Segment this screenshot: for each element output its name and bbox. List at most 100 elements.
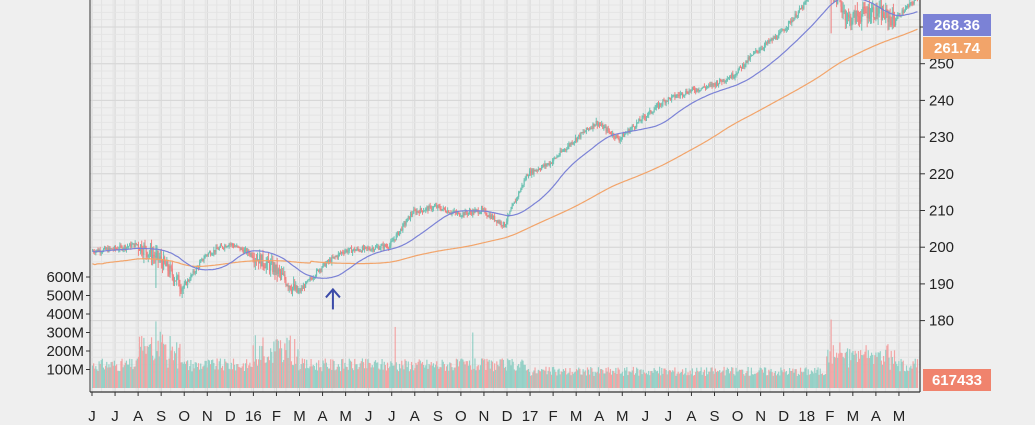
candle-body (464, 210, 466, 216)
volume-bar (449, 362, 451, 388)
candle-body (546, 164, 548, 166)
candle-body (475, 209, 477, 211)
volume-bar (101, 358, 103, 388)
volume-bar (910, 365, 912, 388)
candle-body (489, 214, 491, 219)
volume-bar (486, 358, 488, 388)
volume-bar (893, 350, 896, 388)
grid (89, 0, 920, 392)
volume-bar (119, 371, 121, 388)
candle-body (772, 37, 774, 41)
volume-last-value-box (923, 369, 991, 391)
candle-body (730, 77, 732, 79)
volume-bar (511, 358, 513, 388)
volume-bar (331, 369, 333, 388)
candle-body (280, 272, 283, 275)
candle-body (535, 170, 537, 172)
volume-bar (327, 368, 330, 388)
volume-bar (645, 372, 648, 388)
candle-body (677, 94, 679, 96)
candle-body (301, 288, 303, 290)
candle-body (843, 10, 845, 12)
candle-body (136, 244, 138, 246)
volume-bar (393, 365, 395, 388)
volume-bar (598, 373, 601, 388)
candle-body (465, 210, 467, 214)
candle-body (398, 231, 401, 236)
candle-body (351, 250, 354, 253)
volume-bar (351, 368, 354, 388)
volume-bar (170, 350, 172, 388)
volume-bar (642, 369, 644, 388)
candle-body (371, 248, 373, 250)
candle-body (204, 255, 206, 259)
candle-body (96, 249, 98, 251)
candle-body (702, 86, 704, 88)
candle-body (291, 287, 294, 292)
ma-short-last-value: 268.36 (934, 17, 980, 34)
volume-bar (412, 365, 414, 388)
volume-bar (828, 362, 830, 388)
candle-body (539, 169, 542, 171)
candle-body (769, 40, 771, 43)
candle-body (842, 10, 844, 13)
volume-bar (734, 375, 736, 388)
candle-body (616, 135, 618, 137)
volume-bar (284, 343, 286, 388)
candle-body (430, 206, 432, 210)
candle-body (573, 141, 575, 143)
volume-bar (374, 360, 377, 388)
candle-body (901, 10, 903, 16)
volume-bar (594, 371, 596, 388)
candle-body (447, 210, 449, 213)
volume-bar (172, 360, 174, 388)
candle-body (178, 275, 180, 287)
candle-body (181, 288, 183, 292)
volume-bar (867, 350, 869, 388)
candle-body (719, 79, 721, 84)
volume-bar (435, 364, 437, 388)
volume-bar (654, 369, 656, 388)
candle-body (237, 245, 239, 247)
volume-bar (759, 367, 761, 388)
candle-body (416, 211, 418, 214)
candle-body (840, 0, 842, 7)
candle-body (913, 0, 915, 4)
candle-body (170, 266, 172, 269)
candle-body (617, 136, 619, 139)
volume-bar (614, 372, 616, 388)
candle-body (330, 259, 332, 263)
candle-body (732, 73, 734, 78)
volume-bar (855, 353, 857, 388)
candle-body (480, 207, 483, 213)
candle-body (852, 13, 854, 22)
volume-bar (439, 366, 441, 388)
volume-bar (263, 356, 265, 388)
candle-body (494, 215, 496, 221)
candle-body (873, 7, 875, 18)
volume-bar (539, 371, 542, 388)
candle-body (778, 33, 780, 39)
volume-bar (302, 363, 305, 388)
candle-body (329, 259, 331, 262)
candle-body (692, 87, 695, 89)
candle-body (737, 69, 739, 74)
candle-body (562, 150, 565, 152)
x-tick-label: A (318, 408, 328, 425)
candle-body (332, 257, 334, 259)
candle-body (621, 133, 624, 138)
candle-body (622, 133, 625, 137)
candle-body (462, 212, 464, 216)
volume-bar (107, 367, 109, 388)
candle-body (690, 89, 692, 92)
candle-body (782, 29, 784, 31)
volume-bar (784, 372, 786, 388)
volume-bar (809, 373, 811, 388)
volume-bar (232, 358, 235, 388)
candle-body (131, 244, 133, 248)
candle-body (274, 264, 276, 273)
candle-body (296, 285, 298, 293)
volume-bar (277, 340, 279, 388)
volume-bar (102, 367, 105, 388)
candle-body (893, 19, 896, 26)
